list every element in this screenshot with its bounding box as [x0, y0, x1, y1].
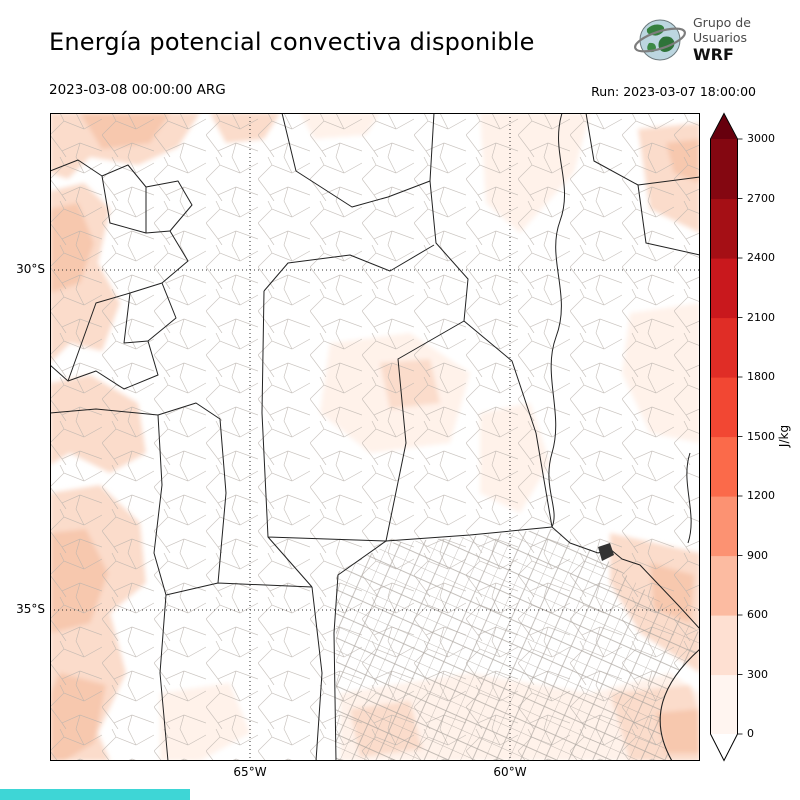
- province-borders: [50, 113, 700, 761]
- colorbar-tick-label: 1200: [747, 489, 775, 502]
- colorbar-band: [710, 615, 738, 676]
- lat-tick-30s: 30°S: [16, 262, 45, 276]
- logo-line-3: WRF: [693, 45, 734, 64]
- colorbar-band: [710, 198, 738, 259]
- colorbar-tick-label: 1800: [747, 370, 775, 383]
- colorbar-tick-label: 300: [747, 667, 768, 681]
- colorbar: [710, 112, 743, 762]
- page-title: Energía potencial convectiva disponible: [49, 28, 535, 56]
- colorbar-band: [710, 377, 738, 438]
- lon-tick-60w: 60°W: [493, 765, 527, 779]
- colorbar-band: [710, 258, 738, 319]
- colorbar-band: [710, 317, 738, 378]
- colorbar-tickmarks: [738, 138, 743, 735]
- logo-line-2: Usuarios: [693, 30, 748, 45]
- colorbar-band: [710, 436, 738, 497]
- colorbar-tick-label: 2700: [747, 191, 775, 205]
- logo-line-1: Grupo de: [693, 15, 751, 30]
- footer-strip: [0, 789, 190, 800]
- map-canvas: [50, 113, 701, 762]
- city-area-marker: [598, 543, 614, 561]
- colorbar-band: [710, 674, 738, 735]
- department-borders: [50, 113, 700, 761]
- gridlines: [50, 113, 700, 761]
- globe-icon: [634, 19, 686, 61]
- colorbar-tick-label: 900: [747, 548, 768, 562]
- colorbar-under-arrow: [711, 734, 737, 760]
- colorbar-unit-label: J/kg: [777, 424, 791, 448]
- coastline: [659, 648, 701, 762]
- colorbar-band: [710, 139, 738, 200]
- colorbar-band: [710, 555, 738, 616]
- colorbar-tick-label: 600: [747, 608, 768, 621]
- colorbar-tick-label: 2400: [747, 251, 775, 264]
- colorbar-outline: [710, 112, 738, 762]
- wrf-users-group-logo: Grupo de Usuarios WRF: [633, 13, 783, 71]
- colorbar-tick-label: 1500: [747, 429, 775, 443]
- colorbar-tick-label: 2100: [747, 310, 775, 324]
- lon-tick-65w: 65°W: [233, 765, 267, 779]
- colorbar-bands: [710, 139, 738, 735]
- lat-tick-35s: 35°S: [16, 602, 45, 616]
- run-time-label: Run: 2023-03-07 18:00:00: [591, 84, 756, 99]
- valid-time-label: 2023-03-08 00:00:00 ARG: [49, 82, 226, 98]
- colorbar-over-arrow: [711, 114, 737, 139]
- logo-text: Grupo de Usuarios WRF: [693, 15, 751, 64]
- cape-map: [50, 113, 701, 762]
- colorbar-tick-label: 3000: [747, 132, 775, 145]
- colorbar-band: [710, 496, 738, 557]
- colorbar-tick-label: 0: [747, 727, 754, 740]
- map-frame: [50, 113, 700, 761]
